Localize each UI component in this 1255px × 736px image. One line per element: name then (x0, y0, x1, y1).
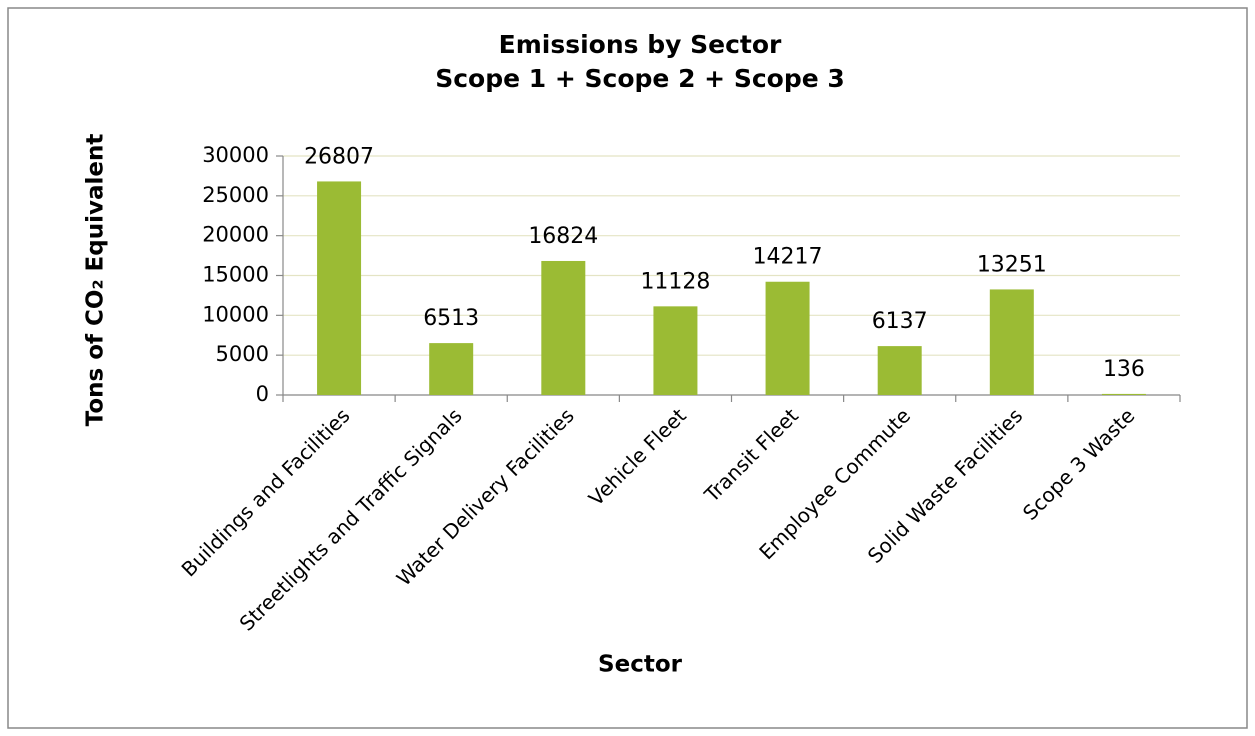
x-axis-label: Sector (598, 652, 683, 678)
bar (765, 281, 810, 395)
bar (541, 260, 586, 395)
bar (429, 343, 474, 395)
y-axis-label: Tons of CO₂ Equivalent (83, 134, 109, 427)
y-tick-label: 10000 (202, 302, 269, 326)
chart-frame (7, 7, 1248, 729)
data-label: 13251 (977, 252, 1047, 277)
y-tick-label: 25000 (202, 183, 269, 207)
bar (1101, 393, 1146, 395)
data-label: 6513 (423, 306, 479, 331)
bar (653, 306, 698, 395)
data-label: 11128 (640, 269, 710, 294)
bar (989, 289, 1034, 395)
data-label: 14217 (753, 245, 823, 270)
data-label: 26807 (304, 144, 374, 169)
y-tick-label: 30000 (202, 143, 269, 167)
y-tick-label: 0 (256, 382, 269, 406)
y-tick-label: 15000 (202, 263, 269, 287)
chart-title: Emissions by Sector (499, 30, 782, 59)
data-label: 6137 (872, 309, 928, 334)
data-label: 16824 (528, 224, 598, 249)
bar (877, 346, 922, 395)
y-tick-label: 5000 (216, 342, 269, 366)
chart-subtitle: Scope 1 + Scope 2 + Scope 3 (435, 64, 845, 93)
y-tick-label: 20000 (202, 223, 269, 247)
data-label: 136 (1103, 357, 1145, 382)
bar (317, 181, 362, 395)
